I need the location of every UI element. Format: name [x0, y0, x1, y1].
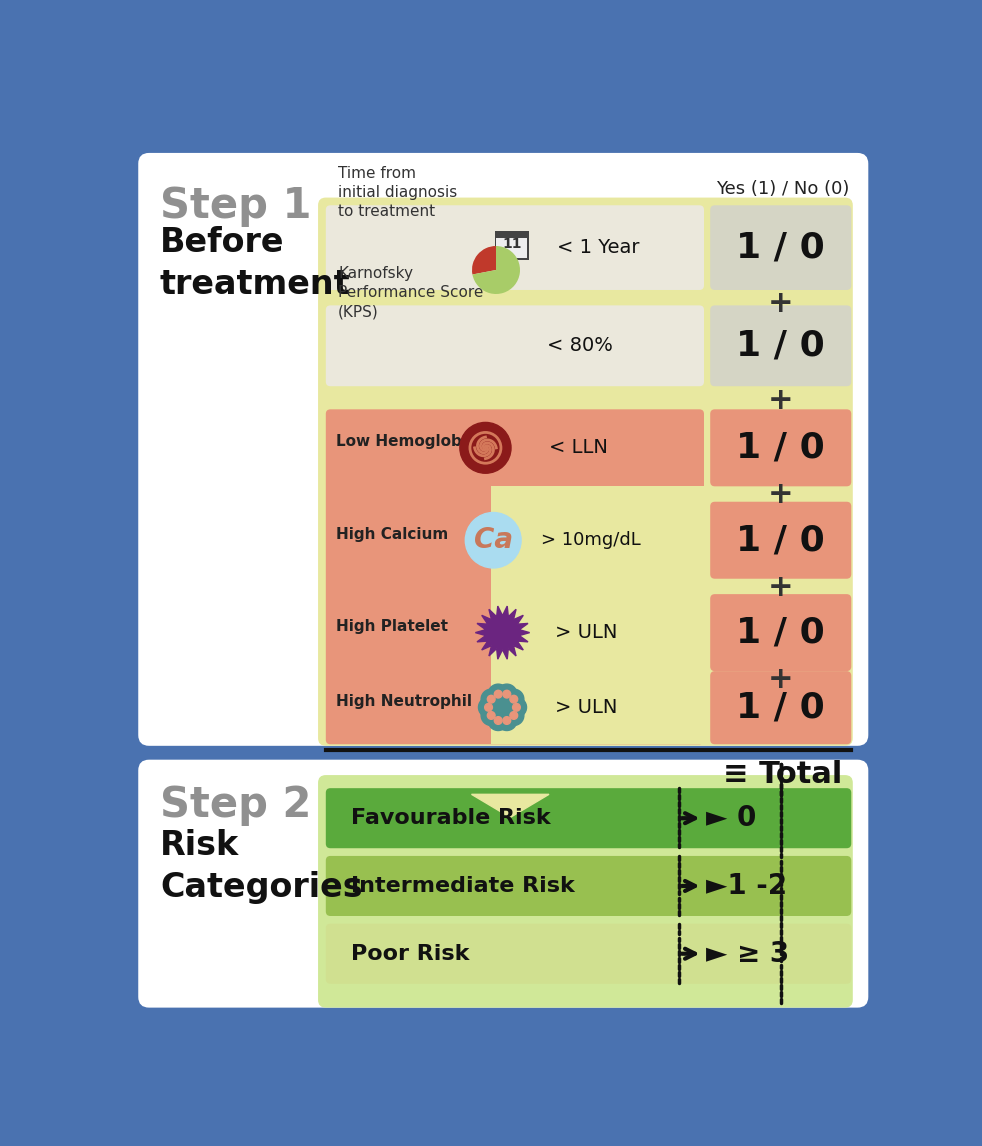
- Bar: [491, 486, 704, 503]
- Polygon shape: [471, 794, 549, 817]
- Text: +: +: [768, 385, 793, 415]
- FancyBboxPatch shape: [710, 305, 851, 386]
- Circle shape: [481, 689, 501, 709]
- Circle shape: [481, 706, 501, 725]
- Circle shape: [494, 690, 502, 698]
- Bar: [495, 230, 529, 260]
- Text: Poor Risk: Poor Risk: [352, 943, 469, 964]
- FancyBboxPatch shape: [326, 205, 704, 290]
- Circle shape: [503, 716, 511, 724]
- Bar: [491, 594, 704, 672]
- FancyBboxPatch shape: [326, 856, 851, 916]
- FancyBboxPatch shape: [710, 205, 851, 290]
- Text: Ca: Ca: [473, 526, 513, 555]
- Text: < 1 Year: < 1 Year: [557, 238, 639, 257]
- Circle shape: [488, 684, 509, 704]
- Circle shape: [504, 689, 523, 709]
- FancyBboxPatch shape: [710, 409, 851, 486]
- Text: Step 2: Step 2: [160, 784, 311, 826]
- Text: ► ≥ 3: ► ≥ 3: [706, 940, 790, 967]
- Text: Time from
initial diagnosis
to treatment: Time from initial diagnosis to treatment: [338, 166, 458, 219]
- Text: 1 / 0: 1 / 0: [736, 230, 825, 265]
- Text: < LLN: < LLN: [549, 438, 608, 457]
- Text: > 10mg/dL: > 10mg/dL: [541, 532, 641, 549]
- Circle shape: [465, 512, 521, 568]
- Circle shape: [497, 684, 517, 704]
- FancyBboxPatch shape: [326, 788, 851, 848]
- Wedge shape: [472, 246, 496, 275]
- Text: Karnofsky
Performance Score
(KPS): Karnofsky Performance Score (KPS): [338, 266, 483, 319]
- Text: Yes (1) / No (0): Yes (1) / No (0): [716, 180, 849, 198]
- FancyBboxPatch shape: [710, 594, 851, 672]
- FancyBboxPatch shape: [710, 672, 851, 744]
- Circle shape: [488, 711, 509, 730]
- Text: > ULN: > ULN: [555, 623, 618, 642]
- FancyBboxPatch shape: [138, 152, 868, 746]
- Circle shape: [503, 690, 511, 698]
- Text: High Calcium: High Calcium: [336, 526, 448, 542]
- Text: +: +: [768, 289, 793, 319]
- Text: 11: 11: [502, 237, 521, 251]
- FancyBboxPatch shape: [710, 502, 851, 579]
- Circle shape: [497, 711, 517, 730]
- Bar: [491, 502, 704, 579]
- Text: ≡ Total: ≡ Total: [724, 760, 843, 788]
- Circle shape: [478, 697, 499, 717]
- Text: 1 / 0: 1 / 0: [736, 431, 825, 465]
- FancyBboxPatch shape: [318, 197, 852, 746]
- Circle shape: [510, 696, 518, 702]
- Bar: [495, 230, 529, 238]
- Text: Risk
Categories: Risk Categories: [160, 829, 362, 904]
- Bar: [491, 672, 704, 744]
- Text: Low Hemoglobin: Low Hemoglobin: [336, 434, 478, 449]
- Bar: [496, 234, 527, 258]
- Circle shape: [495, 699, 511, 715]
- Text: High Platelet: High Platelet: [336, 619, 448, 634]
- Bar: [491, 579, 704, 596]
- Circle shape: [494, 716, 502, 724]
- FancyBboxPatch shape: [326, 924, 851, 983]
- Text: +: +: [768, 573, 793, 602]
- Text: +: +: [768, 665, 793, 694]
- Circle shape: [460, 423, 511, 473]
- Circle shape: [513, 704, 520, 712]
- Polygon shape: [475, 606, 529, 659]
- Circle shape: [485, 704, 492, 712]
- Circle shape: [487, 696, 495, 702]
- Text: ►1 -2: ►1 -2: [706, 872, 788, 900]
- Text: ► 0: ► 0: [706, 804, 757, 832]
- Text: 1 / 0: 1 / 0: [736, 329, 825, 362]
- Circle shape: [507, 697, 526, 717]
- Circle shape: [504, 706, 523, 725]
- FancyBboxPatch shape: [326, 305, 704, 386]
- Text: +: +: [768, 480, 793, 509]
- Circle shape: [510, 712, 518, 720]
- Text: Favourable Risk: Favourable Risk: [352, 808, 551, 829]
- Text: High Neutrophil: High Neutrophil: [336, 693, 472, 708]
- FancyBboxPatch shape: [318, 775, 852, 1007]
- Text: 1 / 0: 1 / 0: [736, 524, 825, 557]
- Text: < 80%: < 80%: [547, 336, 614, 355]
- FancyBboxPatch shape: [326, 409, 704, 744]
- Bar: [491, 672, 704, 688]
- Text: Before
treatment: Before treatment: [160, 226, 351, 301]
- FancyBboxPatch shape: [138, 760, 868, 1007]
- Text: 1 / 0: 1 / 0: [736, 690, 825, 724]
- Text: Intermediate Risk: Intermediate Risk: [352, 876, 575, 896]
- Text: 1 / 0: 1 / 0: [736, 615, 825, 650]
- Circle shape: [487, 712, 495, 720]
- Wedge shape: [472, 246, 520, 295]
- Text: > ULN: > ULN: [555, 698, 618, 716]
- Text: Step 1: Step 1: [160, 186, 311, 227]
